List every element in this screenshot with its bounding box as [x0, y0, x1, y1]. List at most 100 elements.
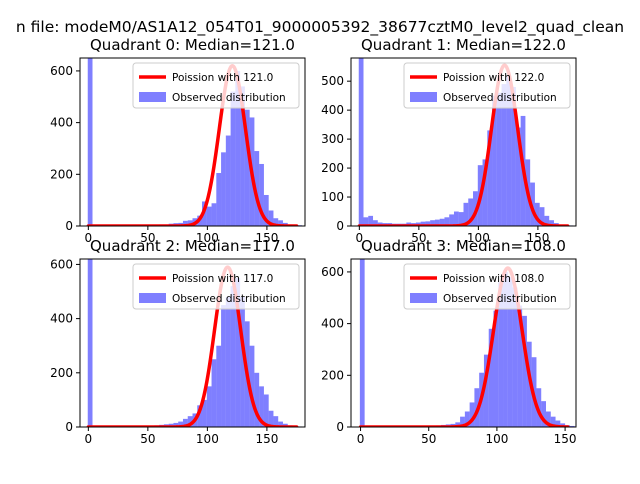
- histogram-bar: [225, 296, 231, 427]
- histogram-bar: [373, 220, 378, 226]
- x-tick-label: 50: [411, 231, 426, 245]
- subplot-title: Quadrant 3: Median=108.0: [361, 237, 566, 255]
- legend-label: Observed distribution: [172, 92, 286, 104]
- x-tick-label: 0: [85, 432, 93, 446]
- plot-area: [357, 58, 574, 226]
- x-tick-label: 150: [255, 231, 278, 245]
- histogram-bar: [87, 58, 93, 226]
- histogram-bar: [216, 173, 222, 226]
- legend-bar-swatch: [139, 92, 166, 102]
- histogram-bar: [453, 211, 459, 226]
- legend: Poission with 122.0 Observed distribution: [403, 62, 571, 109]
- x-tick-label: 0: [357, 432, 365, 446]
- histogram-bar: [517, 305, 523, 427]
- histogram-bar: [249, 345, 255, 427]
- histogram-bar: [230, 286, 236, 427]
- histogram-bar: [488, 328, 494, 427]
- x-tick-label: 100: [467, 231, 490, 245]
- axes-frame: [350, 57, 577, 227]
- histogram-bar: [273, 416, 279, 427]
- histogram-bar: [178, 421, 183, 427]
- legend-box: [132, 62, 300, 109]
- legend-box: [132, 263, 300, 310]
- y-tick-label: 600: [50, 64, 73, 78]
- y-tick-label: 100: [321, 190, 344, 204]
- histogram-bar: [202, 399, 207, 427]
- histogram-bar: [216, 345, 222, 427]
- y-tick-label: 0: [65, 219, 73, 233]
- y-tick-label: 200: [321, 368, 344, 382]
- subplot-quadrant-0: 0 50 100 150 0 200 400 600 Quadrant 0: Median=12…: [50, 36, 306, 245]
- histogram-bar: [263, 394, 269, 427]
- legend-box: [403, 263, 571, 310]
- histogram-bar: [211, 203, 217, 226]
- subplot-quadrant-2: 0 50 100 150 0 200 400 600 Quadrant 2: Median=11…: [50, 237, 306, 446]
- subplot-title: Quadrant 0: Median=121.0: [90, 36, 295, 54]
- legend: Poission with 117.0 Observed distribution: [132, 263, 300, 310]
- poisson-line: [86, 265, 299, 427]
- y-tick-label: 400: [50, 116, 73, 130]
- histogram-bar: [444, 217, 450, 226]
- legend: Poission with 121.0 Observed distribution: [132, 62, 300, 109]
- legend-label: Poission with 108.0: [443, 273, 544, 285]
- histogram-bar: [507, 277, 513, 427]
- histogram-bar: [278, 220, 283, 226]
- histogram-bar: [182, 418, 188, 427]
- axes-frame: [350, 258, 577, 428]
- axes-frame: [79, 258, 306, 428]
- histogram-bar: [539, 207, 545, 226]
- histogram-bar: [506, 75, 512, 226]
- histogram-bar: [259, 163, 264, 226]
- x-tick-label: 150: [554, 432, 577, 446]
- histogram-bar: [225, 135, 231, 226]
- poisson-line: [358, 266, 570, 427]
- legend-bar-swatch: [139, 293, 166, 303]
- histogram-bar: [278, 421, 283, 427]
- x-tick-label: 150: [526, 231, 549, 245]
- histogram-bar: [534, 202, 540, 226]
- legend-bar-swatch: [410, 92, 437, 102]
- y-tick-label: 400: [50, 312, 73, 326]
- histogram-bar: [439, 218, 445, 226]
- histogram-bar: [221, 152, 226, 226]
- histogram-bar: [87, 259, 93, 427]
- histogram-bar: [187, 220, 193, 226]
- y-tick-label: 200: [50, 167, 73, 181]
- y-tick-label: 400: [321, 103, 344, 117]
- subplot-quadrant-1: 0 50 100 150 0 100 200 300 400 500 Quadrant 1: Med…: [321, 36, 577, 245]
- histogram-bar: [522, 315, 527, 427]
- poisson-line: [86, 64, 299, 226]
- x-tick-label: 100: [485, 432, 508, 446]
- plot-area: [358, 259, 575, 427]
- histogram-bar: [254, 372, 260, 427]
- histogram-bar: [359, 259, 365, 427]
- histogram-bar: [511, 86, 516, 226]
- histogram-bar: [515, 127, 521, 226]
- histogram-bar: [230, 91, 236, 226]
- histogram-bar: [244, 109, 250, 226]
- legend-label: Poission with 121.0: [172, 72, 273, 84]
- histogram-bar: [211, 359, 217, 427]
- histogram-bar: [468, 198, 474, 226]
- y-tick-label: 200: [50, 366, 73, 380]
- histogram-bar: [469, 402, 475, 427]
- y-tick-label: 0: [336, 219, 344, 233]
- histogram-bar: [235, 277, 241, 427]
- histogram-bar: [555, 420, 561, 427]
- histogram-bar: [541, 401, 546, 427]
- histogram-bar: [550, 416, 556, 427]
- histogram-bar: [483, 354, 489, 427]
- histogram-bar: [463, 202, 469, 226]
- y-tick-label: 600: [321, 265, 344, 279]
- legend-box: [403, 62, 571, 109]
- plot-area: [86, 259, 303, 427]
- histogram-bar: [254, 151, 260, 226]
- histogram-bar: [464, 411, 470, 427]
- histogram-bar: [546, 411, 551, 427]
- x-tick-label: 50: [140, 231, 155, 245]
- histogram-bar: [206, 206, 212, 226]
- histogram-bar: [503, 271, 508, 427]
- histogram-bar: [368, 215, 374, 226]
